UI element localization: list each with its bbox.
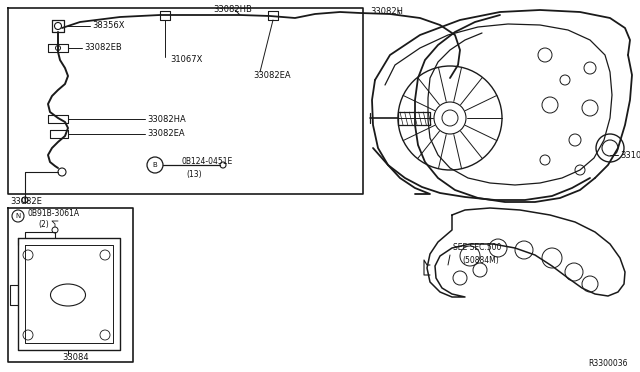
Text: 33082EB: 33082EB [84,44,122,52]
Text: R3300036: R3300036 [589,359,628,369]
Text: 33082HA: 33082HA [147,115,186,124]
Text: 33100: 33100 [620,151,640,160]
Text: 33082E: 33082E [10,198,42,206]
Text: 33082H: 33082H [370,6,403,16]
Text: SEE SEC.500: SEE SEC.500 [453,244,501,253]
Text: 33082HB: 33082HB [213,6,252,15]
Text: (13): (13) [186,170,202,180]
Text: 0B124-0451E: 0B124-0451E [182,157,233,167]
Text: 33082EA: 33082EA [253,71,291,80]
Text: (2): (2) [38,221,49,230]
Text: 38356X: 38356X [92,22,125,31]
Text: N: N [15,213,20,219]
Text: 0B91B-3061A: 0B91B-3061A [28,209,80,218]
Text: 33082EA: 33082EA [147,129,184,138]
Text: 33084: 33084 [62,353,88,362]
Text: 31067X: 31067X [170,55,202,64]
Text: B: B [152,162,157,168]
Text: (50884M): (50884M) [462,256,499,264]
